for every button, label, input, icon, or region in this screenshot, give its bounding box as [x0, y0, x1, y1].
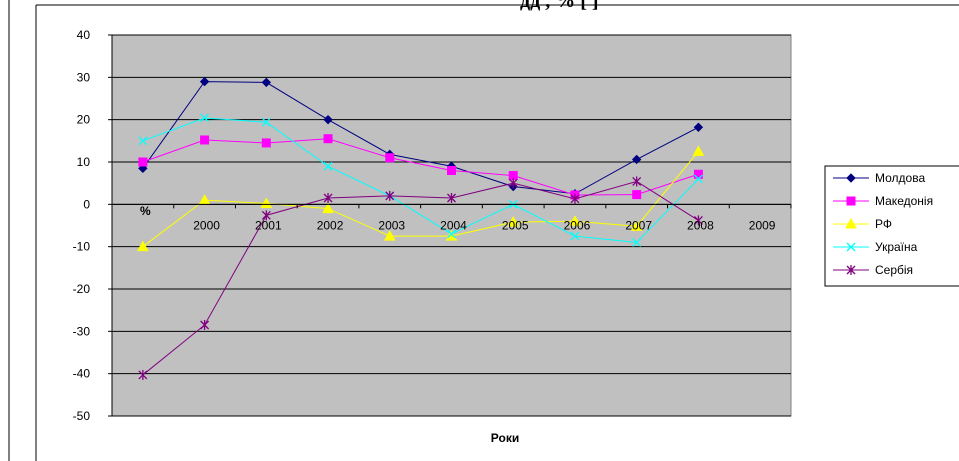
legend-marker: [846, 173, 856, 183]
y-tick-label: -40: [73, 367, 91, 381]
x-axis-label: Роки: [491, 431, 519, 445]
plot-area: [111, 34, 792, 417]
data-point: [632, 190, 642, 200]
legend-marker: [846, 265, 856, 275]
data-point: [631, 154, 642, 165]
y-tick-label: 30: [77, 70, 91, 84]
x-tick-label: 2005: [502, 218, 529, 232]
legend-label: Україна: [875, 240, 918, 254]
y-tick-label: 10: [77, 155, 91, 169]
x-tick-label: 2002: [317, 218, 344, 232]
data-point: [261, 210, 271, 221]
data-point: [693, 169, 703, 179]
data-point: [138, 369, 148, 380]
legend-marker: [846, 196, 856, 206]
legend-item: Македонія: [833, 194, 933, 208]
legend-item: Україна: [833, 240, 918, 254]
y-axis-ticks: -50 -40 -30 -20 -10 0 10 20 30 40: [73, 28, 113, 423]
legend: Молдова Македонія РФ Україна Сербія: [824, 165, 959, 287]
legend-item: Сербія: [833, 263, 913, 277]
document-title-fragment: дд , % [ ]: [520, 0, 599, 12]
data-point: [323, 161, 333, 171]
x-tick-label: 2008: [687, 218, 714, 232]
legend-item: РФ: [833, 217, 892, 231]
x-tick-label: 2006: [564, 218, 591, 232]
y-tick-label: -30: [73, 324, 91, 338]
data-point: [261, 117, 271, 127]
x-tick-label: 2003: [378, 218, 405, 232]
x-axis-ticks: 2000 2001 2002 2003 2004 2005 2006 2007 2008 2009: [111, 203, 792, 232]
data-point: [447, 229, 456, 239]
data-point: [632, 237, 642, 247]
data-point: [199, 76, 210, 87]
y-tick-label: 0: [83, 197, 90, 211]
x-tick-label: 2001: [255, 218, 282, 232]
data-point: [385, 153, 395, 163]
data-point: [323, 114, 333, 125]
legend-label: Сербія: [875, 263, 913, 277]
y-tick-label: -10: [73, 240, 91, 254]
data-point: [632, 176, 642, 187]
x-tick-label: 2004: [440, 218, 467, 232]
data-point: [692, 145, 705, 156]
x-tick-label: 2007: [625, 218, 652, 232]
data-point: [570, 231, 580, 241]
data-point: [693, 174, 703, 184]
data-point: [383, 230, 396, 241]
data-point: [323, 134, 333, 144]
data-point: [508, 178, 518, 189]
data-point: [200, 135, 210, 145]
data-point: [630, 220, 643, 231]
series-line-2: [142, 138, 699, 196]
data-point: [261, 138, 271, 148]
legend-marker: [845, 217, 857, 229]
data-point: [507, 216, 520, 227]
data-point: [200, 319, 210, 330]
data-point: [200, 113, 210, 123]
legend-item: Молдова: [833, 171, 925, 185]
data-point: [570, 193, 580, 204]
y-tick-label: 20: [77, 113, 91, 127]
data-point: [323, 192, 333, 203]
legend-marker: [846, 242, 856, 252]
x-tick-label: 2009: [749, 218, 776, 232]
legend-label: РФ: [875, 217, 892, 231]
legend-label: Молдова: [875, 171, 925, 185]
data-point: [138, 157, 148, 167]
y-tick-label: -20: [73, 282, 91, 296]
data-point: [260, 197, 273, 208]
plot-background: [111, 34, 792, 417]
data-point: [137, 240, 149, 252]
data-point: [322, 202, 334, 214]
data-point: [447, 165, 456, 175]
y-axis-label: %: [140, 204, 151, 218]
data-point: [693, 215, 703, 226]
data-point: [138, 136, 148, 146]
data-point: [447, 192, 456, 203]
x-tick-label: 2000: [193, 218, 220, 232]
data-point: [385, 190, 395, 201]
legend-label: Македонія: [875, 194, 933, 208]
y-tick-label: 40: [77, 28, 91, 42]
series-line-4: [142, 117, 699, 243]
data-point: [261, 77, 272, 88]
data-point: [569, 215, 581, 226]
series-line-1: [142, 81, 699, 195]
series-line-5: [142, 180, 699, 376]
y-tick-label: -50: [73, 409, 91, 423]
series-line-3: [142, 151, 699, 248]
data-point: [693, 122, 704, 132]
